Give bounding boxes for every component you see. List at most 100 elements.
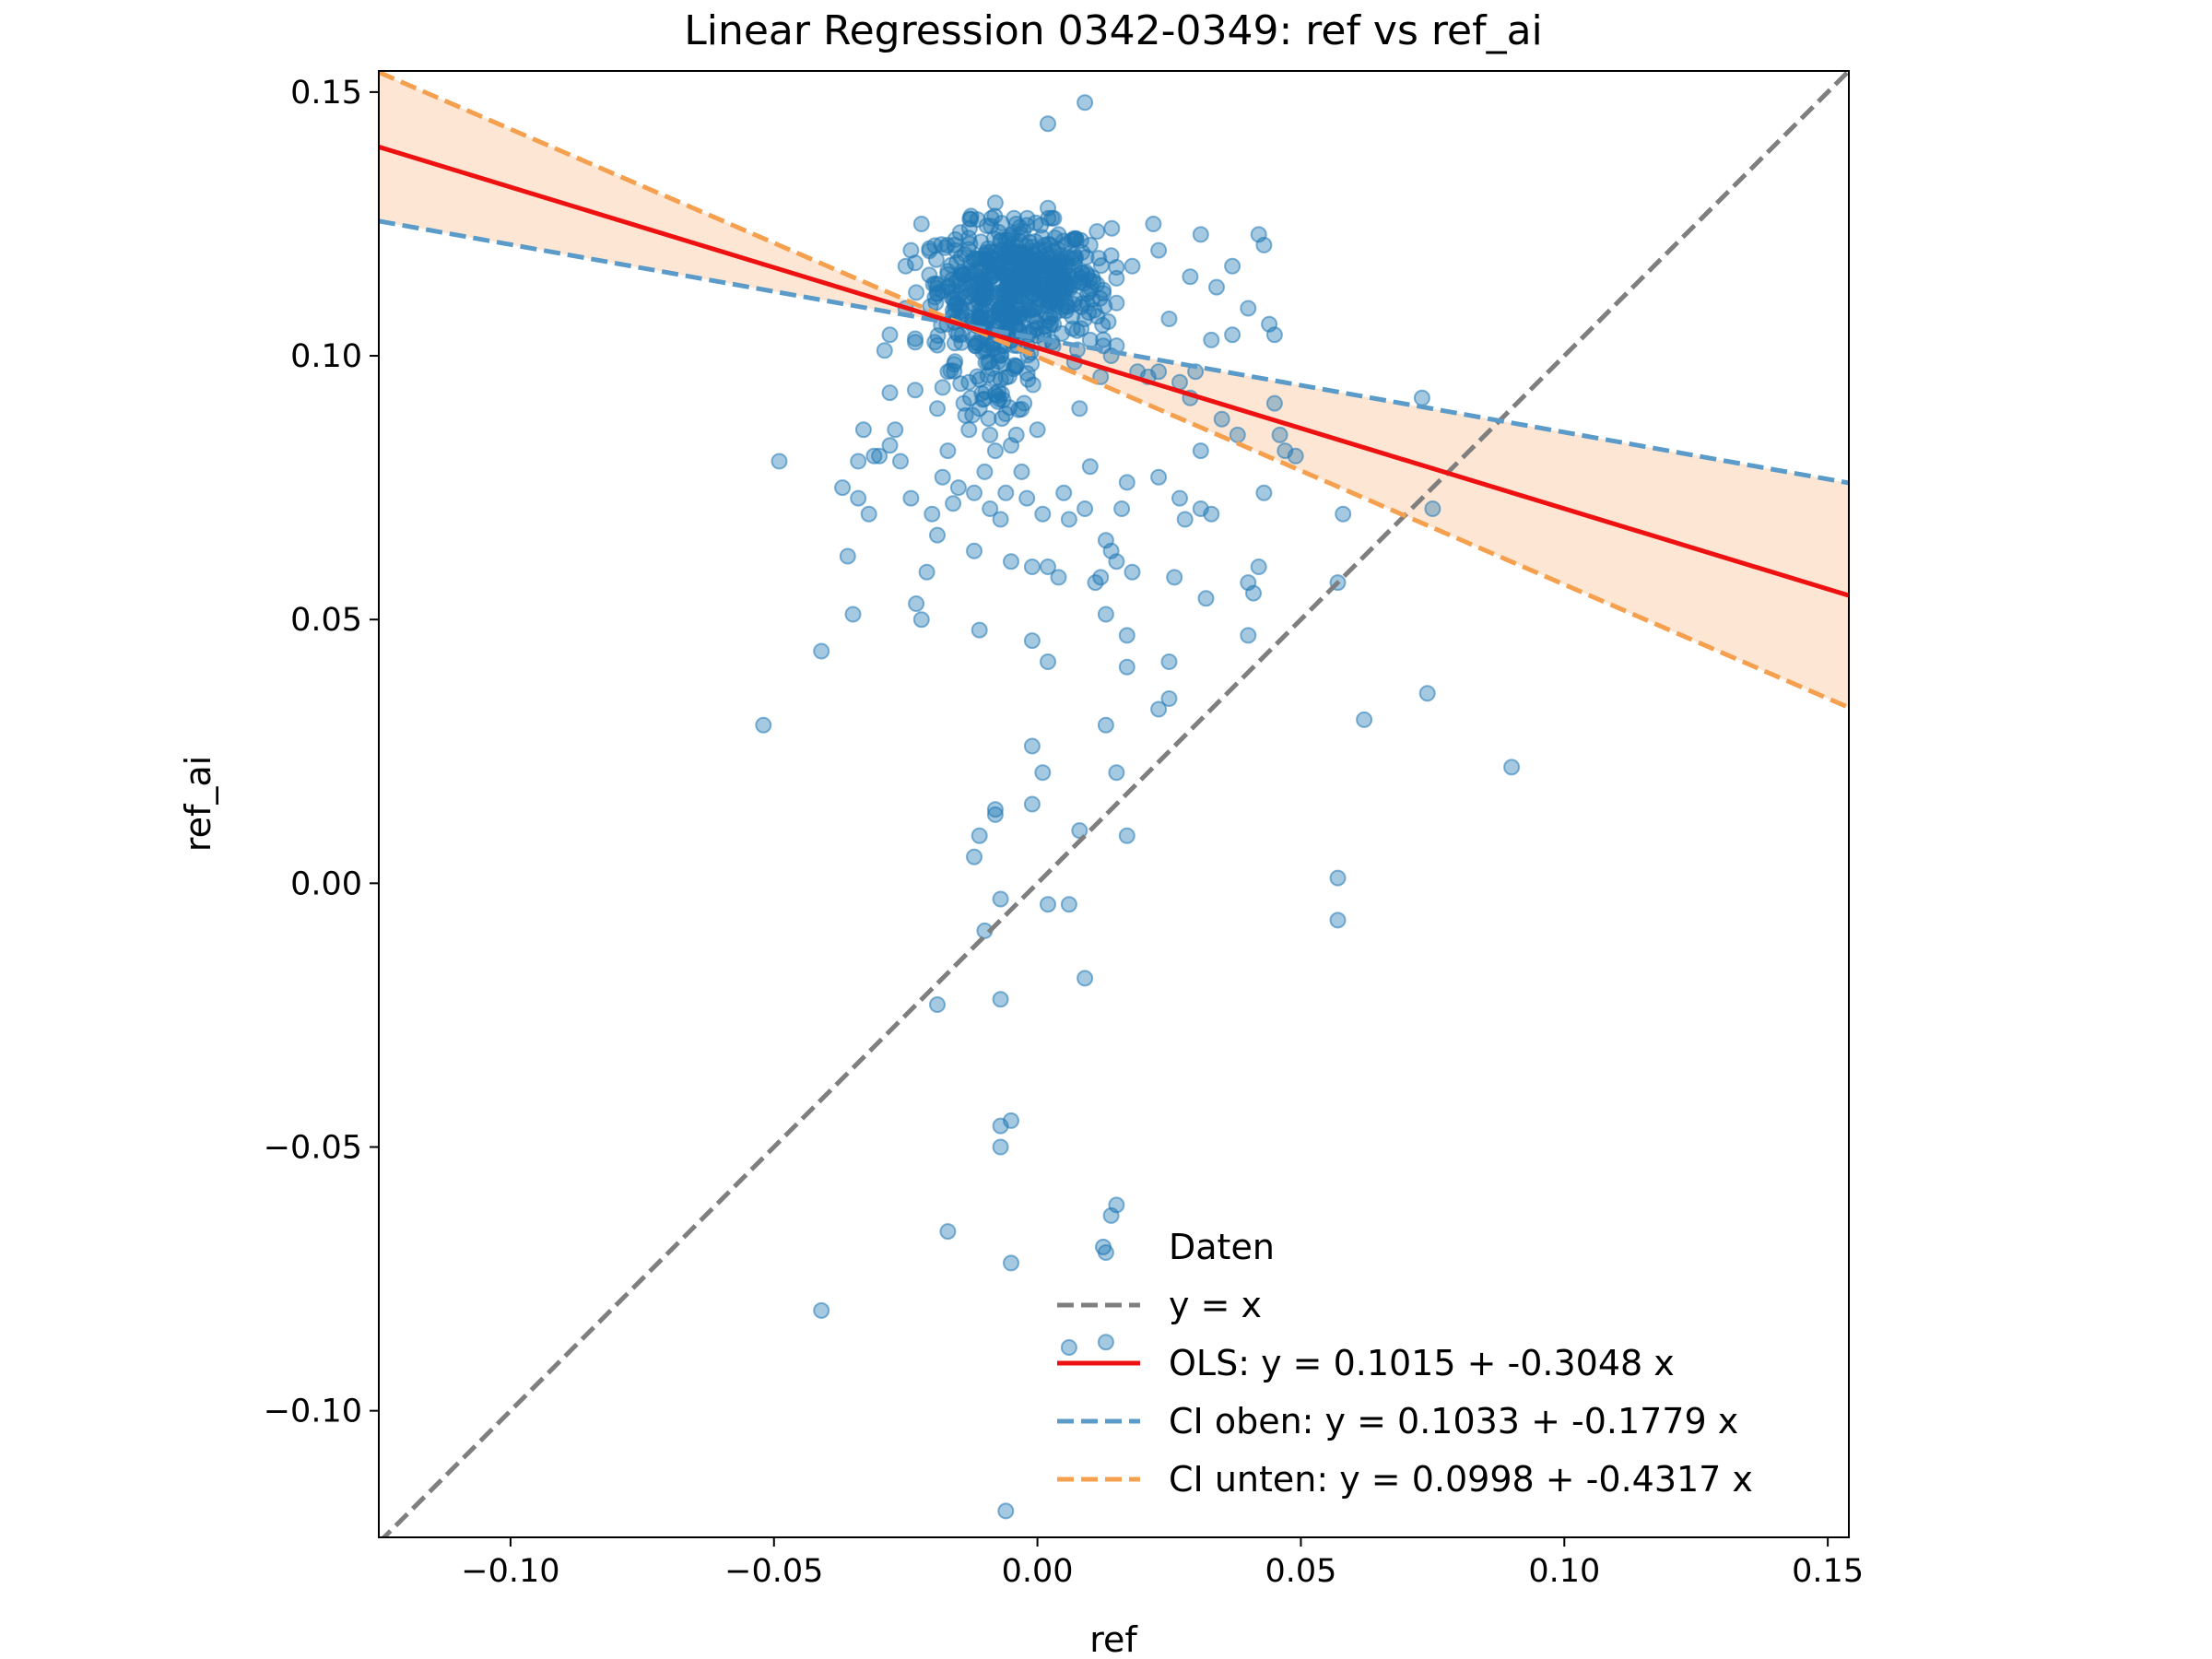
data-point [1103, 219, 1121, 237]
data-point [1182, 268, 1199, 286]
data-point [1213, 410, 1230, 428]
data-point [939, 278, 957, 296]
data-point [947, 301, 964, 319]
data-point [1118, 474, 1135, 491]
data-point [992, 347, 1009, 365]
data-point [1056, 277, 1074, 295]
data-point [1092, 257, 1110, 275]
data-point [929, 526, 946, 544]
data-point [1418, 685, 1436, 702]
data-point [1055, 484, 1073, 501]
data-point [755, 716, 772, 734]
data-point [1150, 700, 1168, 718]
data-point [1192, 442, 1209, 460]
data-point [1006, 265, 1024, 282]
data-point [924, 505, 941, 523]
data-point [1287, 447, 1304, 465]
data-point [927, 251, 945, 268]
data-point [939, 442, 957, 460]
data-point [1046, 266, 1064, 284]
data-point [1026, 286, 1043, 303]
data-point [1171, 489, 1188, 507]
data-point [1005, 305, 1022, 323]
data-point [912, 611, 930, 629]
data-point [1118, 827, 1135, 844]
data-point [887, 421, 904, 439]
data-point [871, 447, 888, 465]
data-point [902, 489, 920, 507]
data-point [1329, 912, 1347, 929]
data-point [945, 495, 962, 512]
data-point [986, 801, 1004, 818]
data-point [1003, 553, 1019, 571]
regression-lines-layer [379, 71, 1849, 1537]
legend-label-identity: y = x [1169, 1285, 1262, 1325]
data-point [1066, 290, 1084, 308]
data-point [994, 295, 1012, 312]
data-point [881, 384, 899, 402]
data-point [1042, 315, 1060, 332]
data-point [976, 282, 994, 300]
data-point [1335, 505, 1352, 523]
data-point [997, 231, 1015, 249]
data-point [949, 326, 967, 344]
data-point [994, 283, 1012, 300]
y-axis-label: ref_ai [178, 756, 218, 852]
data-point [1108, 294, 1125, 312]
data-point [1050, 226, 1067, 243]
data-point [1003, 1112, 1019, 1129]
data-point [881, 326, 899, 344]
data-point [912, 216, 930, 232]
ci-upper-line [379, 218, 1849, 486]
data-point [1265, 394, 1283, 412]
data-point [1224, 326, 1241, 344]
data-point [1023, 795, 1041, 813]
data-point [1064, 308, 1081, 325]
data-point [992, 890, 1009, 908]
data-point [982, 500, 999, 517]
data-point [1018, 489, 1036, 507]
data-points-layer [755, 94, 1521, 1520]
data-point [1240, 300, 1257, 317]
data-point [1176, 511, 1194, 528]
data-point [1040, 115, 1056, 133]
data-point [982, 426, 999, 443]
data-point [1064, 320, 1081, 337]
data-point [1150, 468, 1168, 486]
data-point [934, 468, 951, 486]
data-point [771, 453, 788, 470]
data-point [1224, 257, 1241, 275]
data-point [1088, 276, 1106, 293]
y-tick-label: −0.10 [264, 1394, 362, 1430]
data-point [1040, 896, 1056, 913]
data-point [980, 253, 997, 271]
data-point [839, 547, 856, 565]
data-point [1250, 559, 1267, 575]
data-point [1034, 764, 1052, 782]
data-point [921, 266, 938, 284]
data-point [865, 447, 883, 465]
data-point [1027, 214, 1044, 231]
legend: Daten y = x OLS: y = 0.1015 + -0.3048 x … [1057, 1227, 1753, 1500]
data-point [982, 218, 1000, 235]
data-point [951, 224, 969, 241]
data-point [1329, 869, 1347, 887]
data-point [1023, 632, 1041, 650]
data-point [1113, 500, 1131, 517]
data-point [971, 400, 988, 418]
data-point [1006, 248, 1023, 265]
data-point [813, 1301, 830, 1319]
data-point [1124, 257, 1141, 275]
data-point [1060, 896, 1077, 913]
data-point [997, 1502, 1015, 1520]
data-point [1018, 365, 1036, 382]
data-point [929, 336, 946, 354]
data-point [955, 394, 972, 412]
data-point [949, 479, 967, 497]
data-point [1097, 1334, 1114, 1351]
data-point [1040, 559, 1056, 575]
data-point [1013, 288, 1030, 306]
chart-title: Linear Regression 0342-0349: ref vs ref_… [684, 7, 1543, 54]
data-point [992, 371, 1009, 388]
data-point [947, 272, 965, 289]
